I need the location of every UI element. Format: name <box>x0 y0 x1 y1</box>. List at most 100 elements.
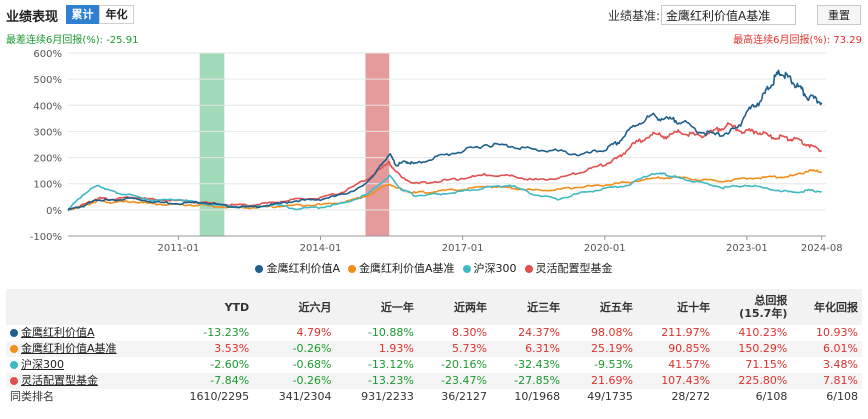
return-cell: -13.23% <box>335 373 418 389</box>
series-line-hs300 <box>67 172 822 212</box>
return-cell: -32.43% <box>514 358 561 371</box>
return-cell: -10.88% <box>367 326 414 339</box>
x-tick-label: 2011-01 <box>157 243 199 254</box>
return-cell: 3.48% <box>823 358 858 371</box>
column-header[interactable]: 年化回报 <box>791 289 862 325</box>
shaded-period-green <box>199 53 225 236</box>
fund-name-link[interactable]: 沪深300 <box>21 358 64 371</box>
fund-name-link[interactable]: 金鹰红利价值A <box>21 326 95 339</box>
column-header[interactable]: 近六月 <box>253 289 336 325</box>
legend-item[interactable]: 金鹰红利价值A <box>255 260 340 276</box>
table-row: 灵活配置型基金 -7.84% -0.26% -13.23% -23.47% -27.85%… <box>6 373 862 389</box>
return-cell: 21.69% <box>564 373 637 389</box>
legend-label: 金鹰红利价值A <box>266 262 340 275</box>
table-row: 金鹰红利价值A基准 3.53% -0.26% 1.93% 5.73% 6.31% 25.19… <box>6 341 862 357</box>
rank-cell: 6/108 <box>755 390 788 403</box>
return-cell: 24.37% <box>518 326 561 339</box>
series-dot-icon <box>10 329 18 337</box>
legend-label: 沪深300 <box>473 262 517 275</box>
rank-cell: 931/2233 <box>361 390 414 403</box>
return-cell: -0.26% <box>253 341 336 357</box>
column-header[interactable]: 近五年 <box>564 289 637 325</box>
column-header[interactable]: 近十年 <box>636 289 715 325</box>
legend-label: 灵活配置型基金 <box>535 262 613 275</box>
series-line-fund <box>67 69 823 211</box>
return-cell: 5.73% <box>417 341 491 357</box>
return-cell: -0.68% <box>292 358 332 371</box>
rank-cell: 28/272 <box>671 390 711 403</box>
y-tick-label: 600% <box>33 49 62 60</box>
tab-annualized[interactable]: 年化 <box>99 5 134 24</box>
column-header[interactable]: 近一年 <box>335 289 418 325</box>
performance-table: YTD 近六月 近一年 近两年 近三年 近五年 近十年 总回报 (15.7年) 年化回报 金鹰红利… <box>6 289 862 405</box>
x-tick-label: 2020-01 <box>584 243 626 254</box>
rank-label: 同类排名 <box>10 390 54 403</box>
worst-6m-return: 最差连续6月回报(%): -25.91 <box>6 35 139 46</box>
return-cell: 107.43% <box>636 373 715 389</box>
return-cell: 8.30% <box>452 326 487 339</box>
y-tick-label: 500% <box>33 75 62 86</box>
series-dot-icon <box>10 361 18 369</box>
tab-cumulative[interactable]: 累计 <box>66 5 99 24</box>
fund-name-link[interactable]: 金鹰红利价值A基准 <box>21 342 117 355</box>
rank-cell: 36/2127 <box>441 390 487 403</box>
legend-item[interactable]: 金鹰红利价值A基准 <box>348 260 455 276</box>
column-header[interactable]: YTD <box>161 289 254 325</box>
fund-name-cell[interactable]: 金鹰红利价值A <box>6 325 161 341</box>
return-cell: -20.16% <box>441 358 487 371</box>
rank-cell: 6/108 <box>826 390 858 403</box>
return-cell: -9.53% <box>593 358 633 371</box>
series-line-peer <box>67 122 822 211</box>
return-cell: -13.23% <box>203 326 250 339</box>
fund-name-cell[interactable]: 灵活配置型基金 <box>6 373 162 389</box>
x-tick-label: 2014-01 <box>300 243 342 254</box>
return-cell: 25.19% <box>564 341 637 357</box>
table-header-row: YTD 近六月 近一年 近两年 近三年 近五年 近十年 总回报 (15.7年) 年化回报 <box>6 289 862 325</box>
return-cell: 3.53% <box>161 341 254 357</box>
y-tick-label: -100% <box>30 232 62 243</box>
return-cell: -2.60% <box>210 358 250 371</box>
y-tick-label: 300% <box>33 127 62 138</box>
return-cell: 211.97% <box>661 326 711 339</box>
benchmark-label: 业绩基准: <box>608 9 661 23</box>
return-cell: -23.47% <box>417 373 491 389</box>
table-row: 沪深300 -2.60% -0.68% -13.12% -20.16% -32.43% -9… <box>6 357 862 373</box>
return-cell: 10.93% <box>816 326 858 339</box>
return-cell: 7.81% <box>791 373 862 389</box>
best-6m-return: 最高连续6月回报(%): 73.29 <box>733 35 862 46</box>
return-cell: 71.15% <box>745 358 788 371</box>
fund-name-cell[interactable]: 沪深300 <box>6 357 161 373</box>
y-tick-label: 100% <box>33 180 62 191</box>
benchmark-input[interactable] <box>661 5 796 25</box>
rank-cell: 49/1735 <box>587 390 633 403</box>
reset-button[interactable]: 重置 <box>817 5 861 25</box>
fund-name-cell[interactable]: 金鹰红利价值A基准 <box>6 341 162 357</box>
legend-item[interactable]: 灵活配置型基金 <box>524 260 613 276</box>
return-cell: 90.85% <box>636 341 715 357</box>
table-row: 金鹰红利价值A -13.23% 4.79% -10.88% 8.30% 24.37% 98.… <box>6 325 862 341</box>
rank-cell: 1610/2295 <box>189 390 250 403</box>
y-tick-label: 400% <box>33 101 62 112</box>
return-cell: 4.79% <box>296 326 332 339</box>
series-dot-icon <box>10 377 18 385</box>
series-dot-icon <box>10 345 18 353</box>
fund-name-link[interactable]: 灵活配置型基金 <box>21 374 98 387</box>
x-tick-label: 2017-01 <box>442 243 484 254</box>
column-header[interactable]: 总回报 (15.7年) <box>714 289 792 325</box>
shaded-period-red <box>365 53 390 236</box>
section-title: 业绩表现 <box>6 10 59 25</box>
x-tick-label: 2023-01 <box>726 243 768 254</box>
y-tick-label: 0% <box>46 206 62 217</box>
rank-row: 同类排名 1610/2295 341/2304 931/2233 36/2127 10/1… <box>6 389 862 405</box>
return-cell: 98.08% <box>590 326 633 339</box>
column-header[interactable]: 近两年 <box>417 289 491 325</box>
legend-dot-icon <box>462 265 471 273</box>
return-cell: -27.85% <box>490 373 565 389</box>
legend-dot-icon <box>524 265 533 273</box>
return-cell: 150.29% <box>714 341 792 357</box>
return-cell: -7.84% <box>161 373 254 389</box>
column-header[interactable]: 近三年 <box>490 289 565 325</box>
legend-item[interactable]: 沪深300 <box>462 260 517 276</box>
return-cell: -13.12% <box>367 358 414 371</box>
legend-dot-icon <box>348 265 356 273</box>
